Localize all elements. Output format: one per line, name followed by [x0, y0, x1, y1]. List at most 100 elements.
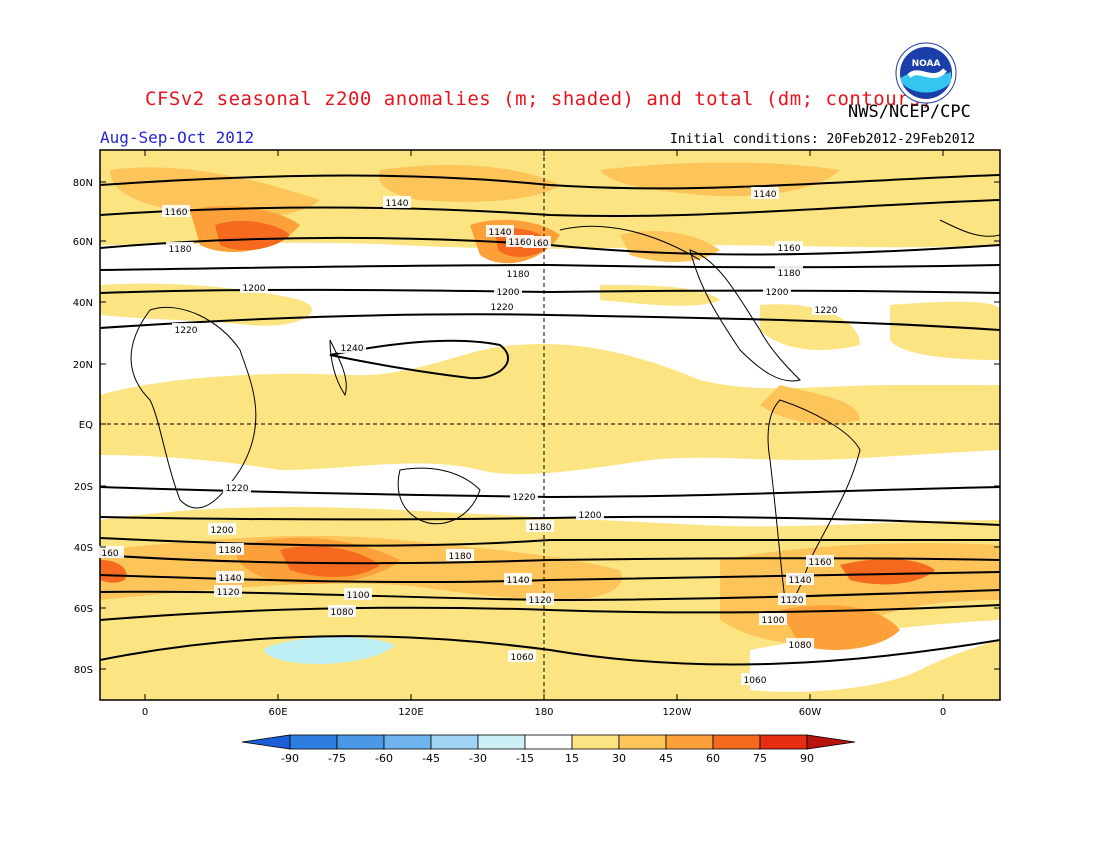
longitude-label: 180 — [534, 707, 553, 718]
contour-label: 1180 — [775, 266, 803, 279]
noaa-logo-icon: NOAA — [895, 42, 957, 104]
svg-text:1140: 1140 — [754, 190, 777, 200]
svg-text:1220: 1220 — [175, 326, 198, 336]
colorbar-swatch — [430, 734, 479, 750]
svg-text:1180: 1180 — [449, 552, 472, 562]
contour-label: 1140 — [486, 225, 514, 238]
svg-text:1220: 1220 — [513, 493, 536, 503]
longitude-label: 0 — [940, 707, 946, 718]
svg-text:1180: 1180 — [529, 523, 552, 533]
svg-text:1160: 1160 — [509, 238, 532, 248]
contour-label: 1220 — [223, 481, 251, 494]
longitude-label: 120E — [398, 707, 423, 718]
colorbar-label: 45 — [659, 752, 673, 765]
svg-text:1060: 1060 — [744, 676, 767, 686]
noaa-logo-text: NOAA — [912, 59, 941, 69]
contour-label: 1160 — [162, 205, 190, 218]
svg-text:1100: 1100 — [762, 616, 785, 626]
contour-label: 1220 — [172, 323, 200, 336]
latitude-label: 60N — [73, 237, 93, 248]
colorbar-swatch — [524, 734, 573, 750]
svg-text:1180: 1180 — [169, 245, 192, 255]
contour-label: 1140 — [216, 571, 244, 584]
contour-label: 1120 — [214, 585, 242, 598]
colorbar-label: 30 — [612, 752, 626, 765]
colorbar-swatch — [618, 734, 667, 750]
svg-text:1180: 1180 — [778, 269, 801, 279]
latitude-label: 60S — [74, 604, 93, 615]
svg-text:1120: 1120 — [529, 596, 552, 606]
contour-label: 1140 — [504, 573, 532, 586]
colorbar-label: -15 — [516, 752, 534, 765]
colorbar-label: -45 — [422, 752, 440, 765]
svg-text:1140: 1140 — [386, 199, 409, 209]
contour-label: 1220 — [812, 303, 840, 316]
contour-label: 160 — [96, 546, 124, 559]
svg-text:1220: 1220 — [491, 303, 514, 313]
colorbar-label: 75 — [753, 752, 767, 765]
contour-label: 1100 — [759, 613, 787, 626]
svg-text:1120: 1120 — [217, 588, 240, 598]
season-label: Aug-Sep-Oct 2012 — [100, 128, 255, 147]
colorbar-swatch — [712, 734, 761, 750]
svg-text:1140: 1140 — [219, 574, 242, 584]
latitude-label: 40S — [74, 543, 93, 554]
svg-text:1200: 1200 — [579, 511, 602, 521]
contour-label: 1120 — [526, 593, 554, 606]
contour-label: 1200 — [494, 285, 522, 298]
contour-label: 1180 — [166, 242, 194, 255]
map-frame — [99, 149, 1001, 701]
colorbar-label: -30 — [469, 752, 487, 765]
contour-label: 1160 — [775, 241, 803, 254]
contour-label: 1140 — [786, 573, 814, 586]
svg-text:160: 160 — [101, 549, 118, 559]
contour-label: 1060 — [741, 673, 769, 686]
svg-text:1200: 1200 — [766, 288, 789, 298]
svg-text:1160: 1160 — [778, 244, 801, 254]
map-title: CFSv2 seasonal z200 anomalies (m; shaded… — [145, 88, 933, 110]
colorbar-swatch — [571, 734, 620, 750]
contour-label: 1180 — [504, 267, 532, 280]
latitude-label: 40N — [73, 298, 93, 309]
svg-text:1080: 1080 — [789, 641, 812, 651]
contour-label: 1200 — [763, 285, 791, 298]
latitude-label: EQ — [79, 420, 93, 431]
contour-label: 1200 — [240, 281, 268, 294]
colorbar-swatch — [665, 734, 714, 750]
longitude-label: 120W — [663, 707, 692, 718]
svg-text:1200: 1200 — [211, 526, 234, 536]
svg-text:1100: 1100 — [347, 591, 370, 601]
anomaly-shading — [100, 150, 1000, 700]
longitude-label: 60W — [799, 707, 822, 718]
svg-text:1060: 1060 — [511, 653, 534, 663]
colorbar-label: -90 — [281, 752, 299, 765]
contour-label: 1140 — [751, 187, 779, 200]
longitude-labels: 0 60E 120E 180 120W 60W 0 — [142, 150, 946, 718]
svg-text:1140: 1140 — [489, 228, 512, 238]
initial-conditions-label: Initial conditions: 20Feb2012-29Feb2012 — [670, 132, 976, 147]
svg-text:1200: 1200 — [497, 288, 520, 298]
colorbar-label: -75 — [328, 752, 346, 765]
colorbar-label: -60 — [375, 752, 393, 765]
colorbar-swatch — [289, 734, 338, 750]
colorbar-swatch — [336, 734, 385, 750]
svg-text:1080: 1080 — [331, 608, 354, 618]
svg-text:1220: 1220 — [226, 484, 249, 494]
colorbar-low-arrow — [241, 734, 291, 750]
colorbar-high-arrow — [806, 734, 856, 750]
latitude-label: 80N — [73, 178, 93, 189]
latitude-label: 80S — [74, 665, 93, 676]
colorbar-swatch — [477, 734, 526, 750]
latitude-label: 20N — [73, 360, 93, 371]
contour-label: 1140 — [383, 196, 411, 209]
contour-labels: 1140116011801200122012401140116011801200… — [96, 187, 840, 686]
colorbar: -90 -75 -60 -45 -30 -15 15 30 45 60 75 90 — [241, 734, 856, 765]
contour-label: 1220 — [488, 300, 516, 313]
svg-text:1120: 1120 — [781, 596, 804, 606]
contour-label: 1080 — [786, 638, 814, 651]
contour-label: 1160 — [506, 235, 534, 248]
coastlines — [130, 219, 1000, 603]
svg-text:1160: 1160 — [809, 558, 832, 568]
contour-label: 1080 — [328, 605, 356, 618]
